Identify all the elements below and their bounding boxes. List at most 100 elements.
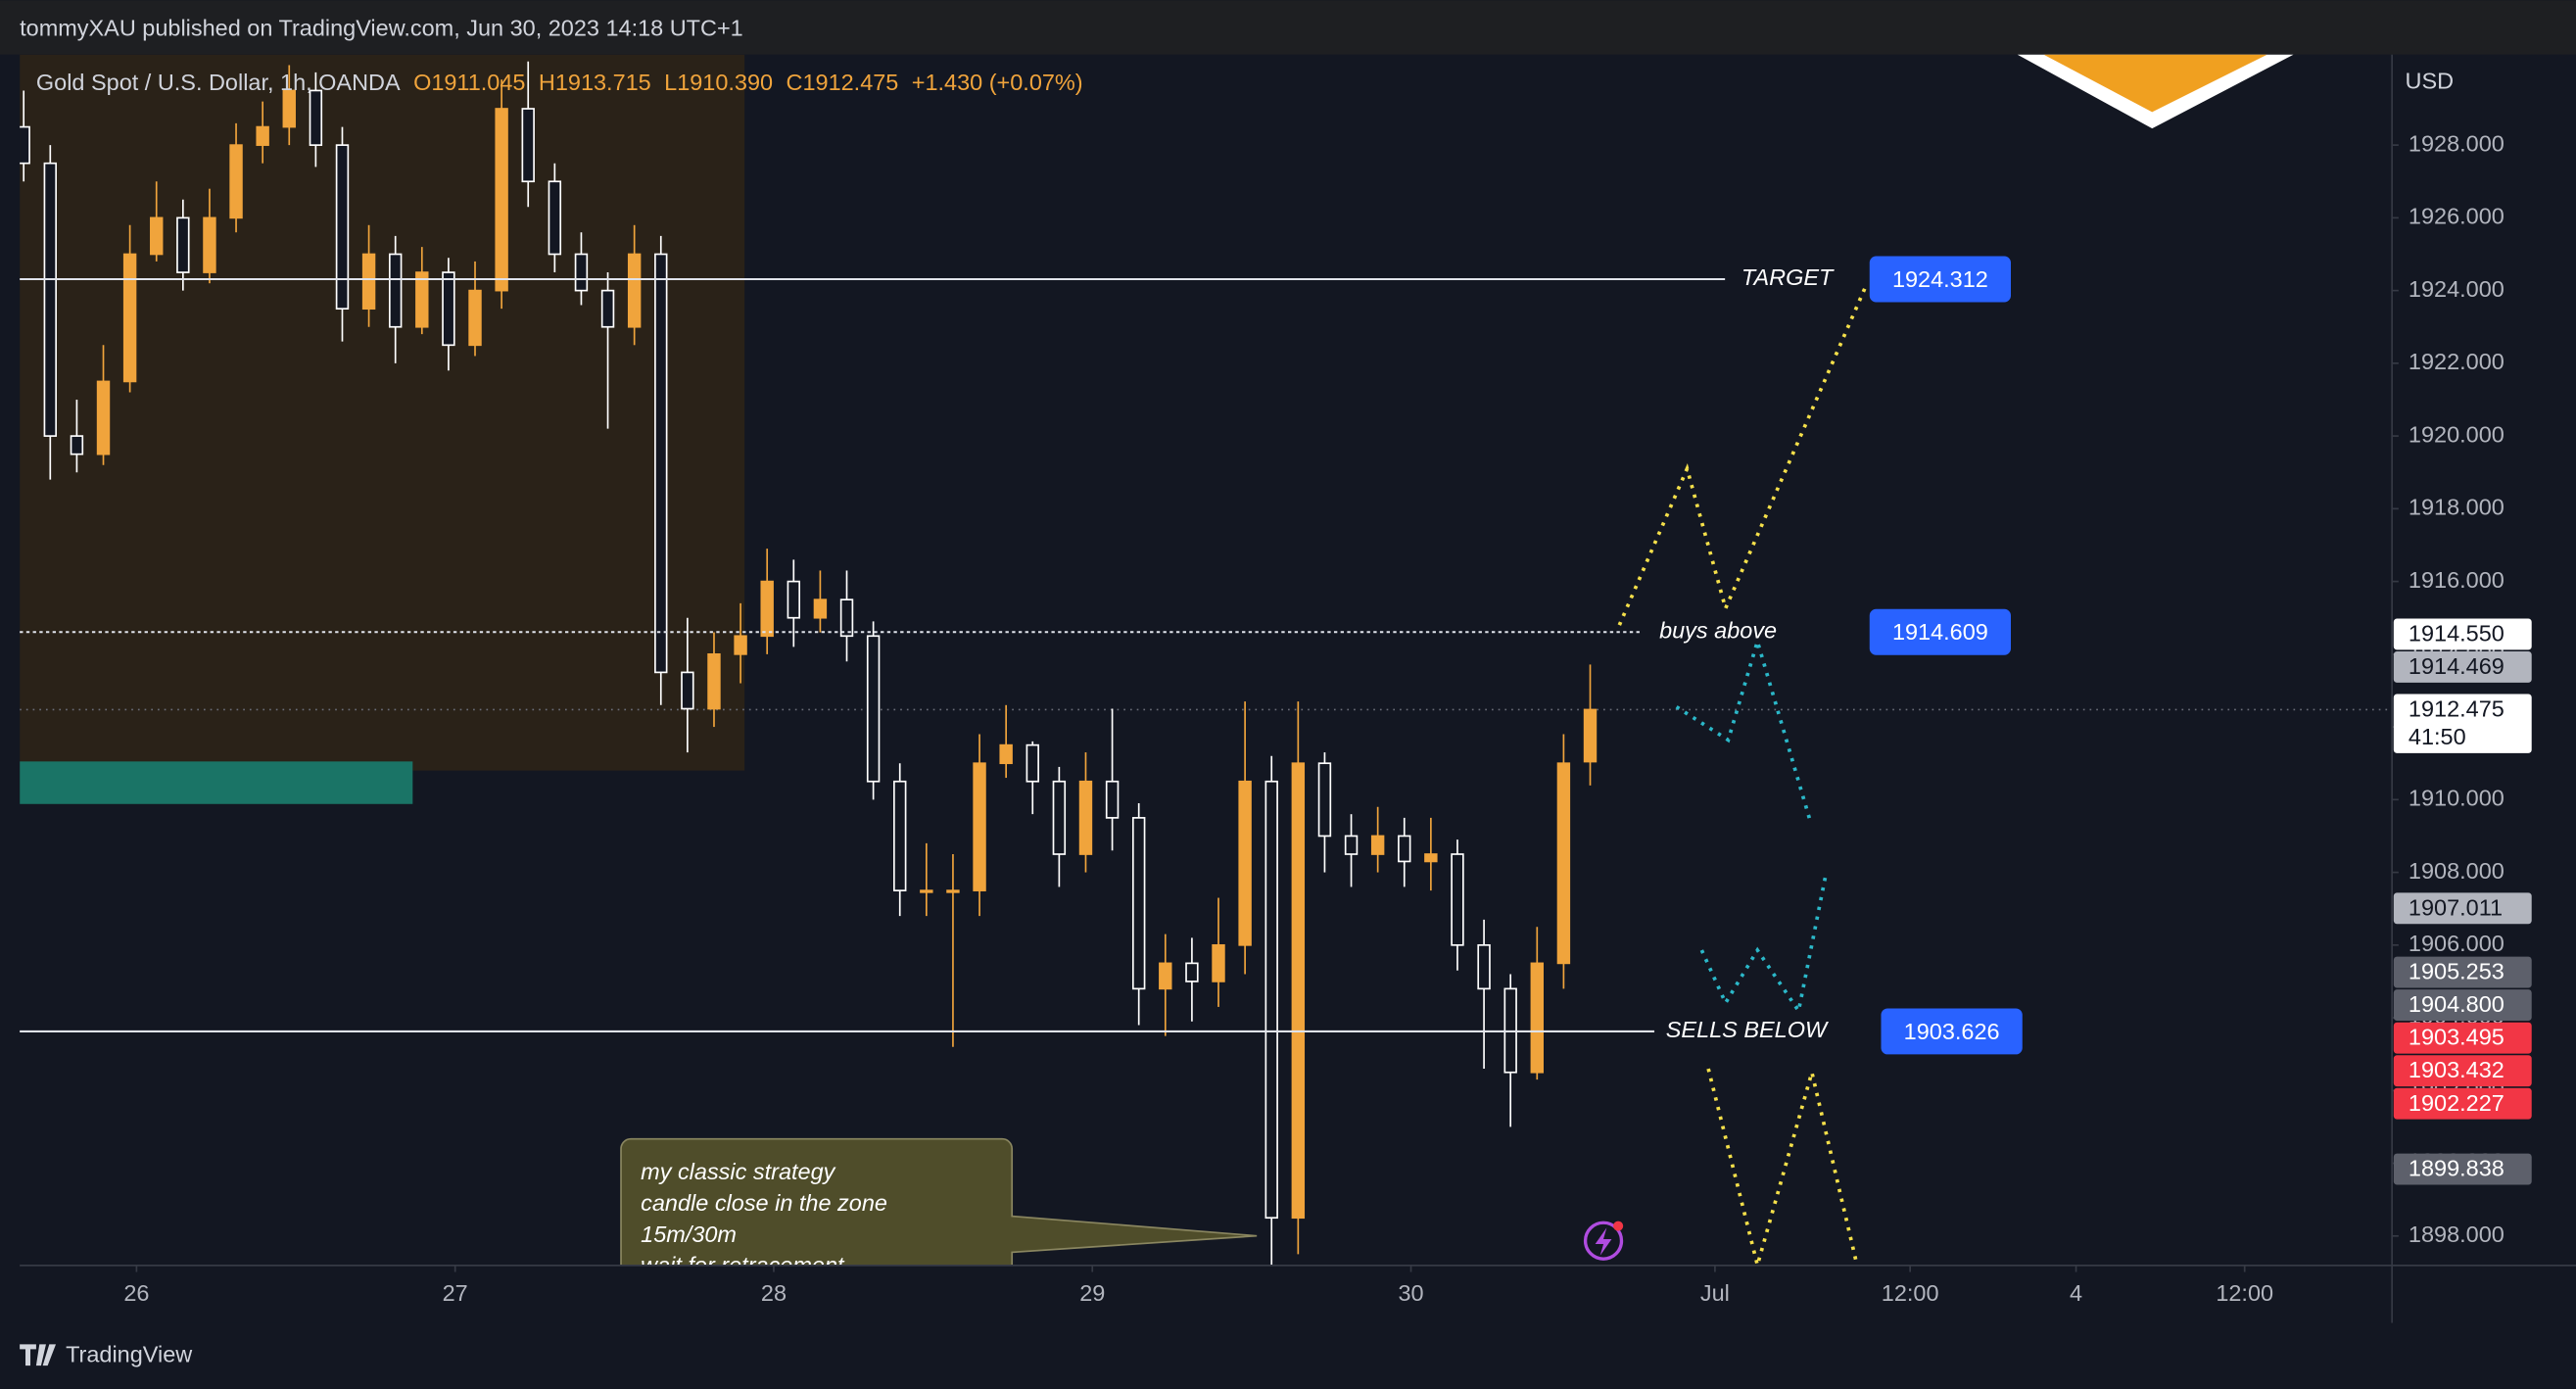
candle-body (442, 271, 455, 347)
y-tick-label: 1924.000 (2409, 276, 2504, 302)
candle-body (150, 216, 164, 256)
footer-logo: TradingView (66, 1341, 192, 1366)
x-tick-label: Jul (1700, 1280, 1730, 1306)
candle-body (1264, 780, 1278, 1220)
candle-body (681, 671, 694, 710)
candle-body (1424, 853, 1438, 863)
price-tag-label: 1912.475 (2409, 695, 2504, 721)
projection (1699, 871, 1829, 1016)
candle-body (1317, 762, 1332, 838)
zone (20, 761, 413, 804)
candle-body (309, 89, 323, 146)
price-tag-label: 1907.011 (2409, 894, 2503, 920)
candle-body (813, 599, 828, 619)
publisher: tommyXAU published on TradingView.com, J… (20, 16, 743, 41)
price-tag (2393, 892, 2532, 925)
annotation-line: candle close in the zone (641, 1190, 887, 1216)
price-tag (2393, 651, 2532, 683)
price-tag (2393, 694, 2532, 753)
level-value-box (1881, 1008, 2023, 1055)
price-tag (2393, 618, 2532, 650)
x-tick-label: 4 (2070, 1280, 2082, 1306)
candle-body (893, 780, 907, 891)
annotation: my classic strategy candle close in the z… (620, 1137, 1258, 1278)
candle-body (1556, 762, 1571, 965)
bolt-icon (1583, 1221, 1624, 1261)
candle-body (999, 743, 1013, 765)
legend-open: O1911.045 (413, 70, 525, 95)
y-tick-label: 1916.000 (2409, 567, 2504, 593)
price-tag-label: 1904.800 (2409, 991, 2504, 1017)
candle-body (760, 580, 774, 638)
annotation-line: wait for retracement (641, 1253, 845, 1278)
y-tick-label: 1920.000 (2409, 421, 2504, 447)
legend-high: H1913.715 (539, 70, 651, 95)
candle-body (1052, 780, 1067, 855)
projection (1706, 1068, 1859, 1266)
candle-body (521, 108, 535, 183)
y-tick-label: 1898.000 (2409, 1221, 2504, 1247)
candle-body (627, 253, 642, 328)
legend-symbol: Gold Spot / U.S. Dollar, 1h, OANDA (36, 70, 401, 95)
candle-body (176, 216, 190, 273)
y-tick-label: 1928.000 (2409, 130, 2504, 156)
annotation-box (620, 1137, 1258, 1266)
candle-body (20, 125, 30, 165)
price-tag-label: 1899.838 (2409, 1156, 2504, 1181)
price-tag-label: 1903.432 (2409, 1057, 2504, 1082)
candle-body (1583, 708, 1598, 763)
level-value-box (1869, 256, 2012, 303)
candle-body (973, 762, 986, 891)
annotation-line: 15m/30m (641, 1221, 737, 1247)
candle-body (946, 889, 960, 893)
candle-body (468, 289, 482, 347)
overlay: TARGET 1924.312 buys above 1914.609 SELLS BE… (20, 70, 2023, 1055)
badge-inner (2043, 54, 2267, 113)
annotation-line: my classic strategy (641, 1159, 835, 1184)
level-label: buys above (1659, 617, 1777, 643)
candle-body (1131, 817, 1146, 990)
y-tick-label: 1910.000 (2409, 786, 2504, 811)
candle-body (1477, 943, 1491, 990)
candle-body (654, 253, 668, 674)
candle-body (1344, 835, 1359, 855)
candle-body (574, 253, 589, 292)
candle-body (787, 580, 801, 619)
price-tag (2393, 956, 2532, 988)
price-tag-label: 1903.495 (2409, 1025, 2504, 1050)
price-tag (2393, 1055, 2532, 1087)
price-tag (2393, 1087, 2532, 1120)
candle-body (839, 599, 854, 638)
price-tag-label: 1902.227 (2409, 1090, 2504, 1116)
candle-body (388, 253, 403, 328)
candle-body (361, 253, 376, 311)
candle-body (600, 289, 615, 328)
x-tick-label: 12:00 (2216, 1280, 2273, 1306)
price-tag (2393, 1153, 2532, 1185)
candle-body (1212, 943, 1225, 982)
candle-body (203, 216, 216, 273)
level-value: 1924.312 (1892, 266, 1988, 292)
candle-body (707, 652, 721, 710)
y-tick-label: 1922.000 (2409, 349, 2504, 374)
top-bar (0, 0, 2576, 55)
candle-body (122, 253, 137, 383)
y-tick-label: 1918.000 (2409, 495, 2504, 520)
candle-body (1238, 780, 1252, 946)
projection (1675, 635, 1813, 823)
x-tick-label: 12:00 (1882, 1280, 1939, 1306)
candle-body (70, 435, 84, 455)
x-tick-label: 27 (443, 1280, 468, 1306)
zone (20, 54, 745, 771)
footer-bar (0, 1322, 2576, 1389)
candle-body (734, 635, 747, 655)
y-tick-label: 1908.000 (2409, 858, 2504, 884)
level-value: 1914.609 (1892, 619, 1988, 645)
legend-low: L1910.390 (664, 70, 773, 95)
candle-body (43, 162, 58, 437)
candle-body (1078, 780, 1093, 855)
countdown: 41:50 (2409, 724, 2466, 749)
candle-body (282, 89, 296, 128)
